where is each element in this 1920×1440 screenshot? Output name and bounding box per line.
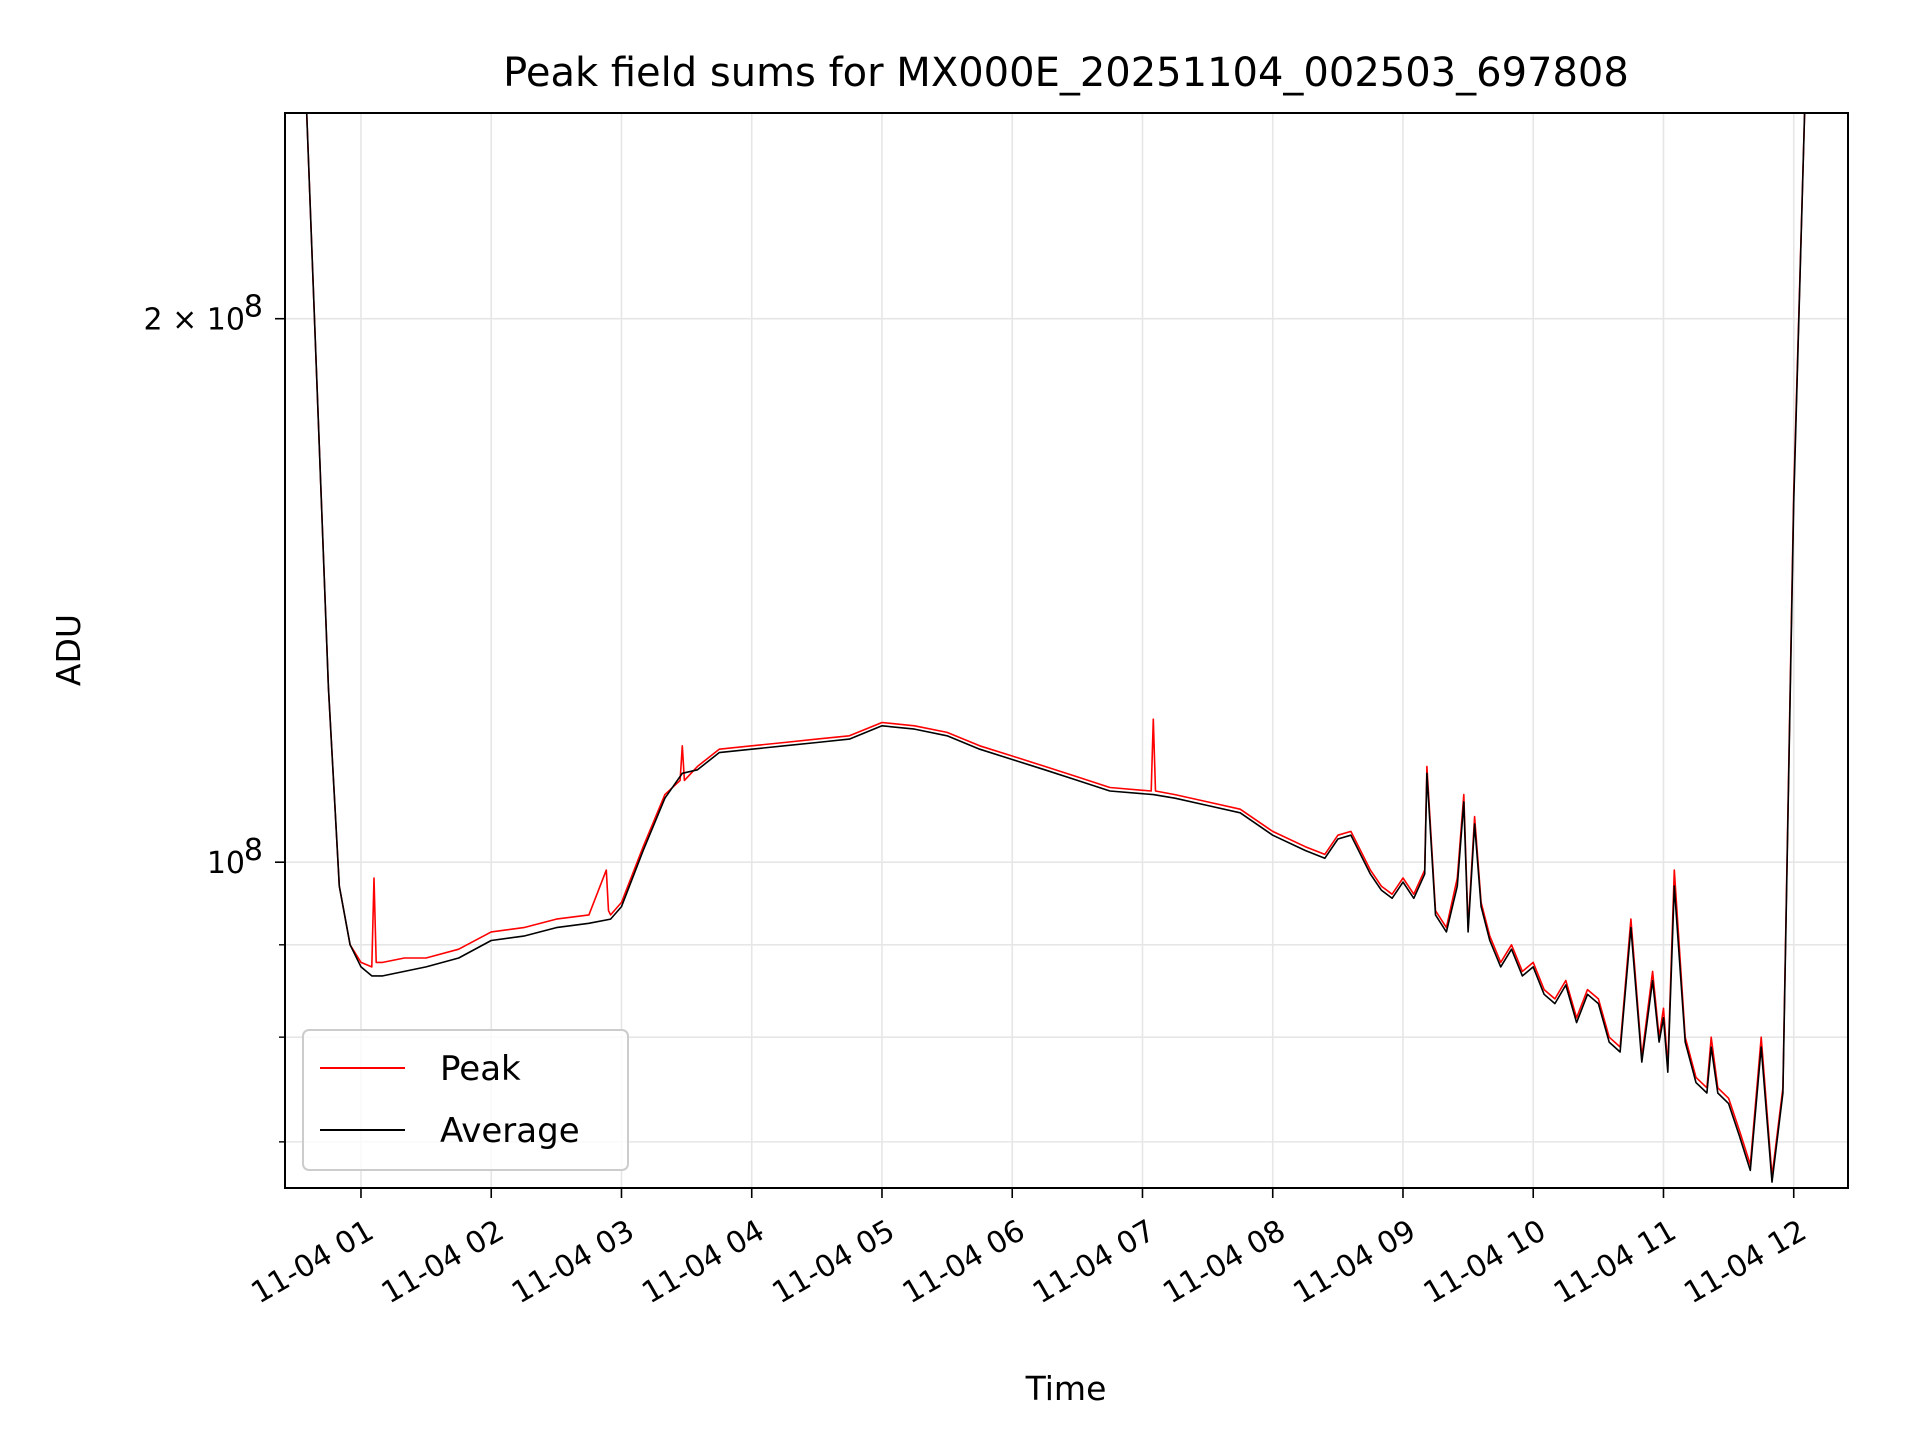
series-layer — [305, 113, 1806, 1183]
legend-label-peak: Peak — [440, 1049, 521, 1089]
y-tick-label-base: 2 × 10 — [144, 303, 245, 338]
legend-box — [302, 1029, 629, 1171]
legend: Peak Average — [302, 1029, 629, 1171]
y-tick-label: 10 — [207, 846, 245, 881]
y-tick-label-base: 10 — [207, 846, 245, 881]
y-tick-label: 2 × 10 — [144, 303, 245, 338]
series-line-average — [305, 113, 1806, 1183]
x-axis-label: Time — [1025, 1369, 1107, 1408]
legend-label-average: Average — [440, 1111, 580, 1151]
plot-frame — [284, 112, 1849, 1189]
chart-title: Peak field sums for MX000E_20251104_0025… — [503, 50, 1629, 96]
y-tick-label-exponent: 8 — [244, 290, 263, 325]
y-tick-label-exponent: 8 — [244, 833, 263, 868]
y-axis-label: ADU — [49, 614, 88, 686]
plot-area — [285, 113, 1848, 1188]
